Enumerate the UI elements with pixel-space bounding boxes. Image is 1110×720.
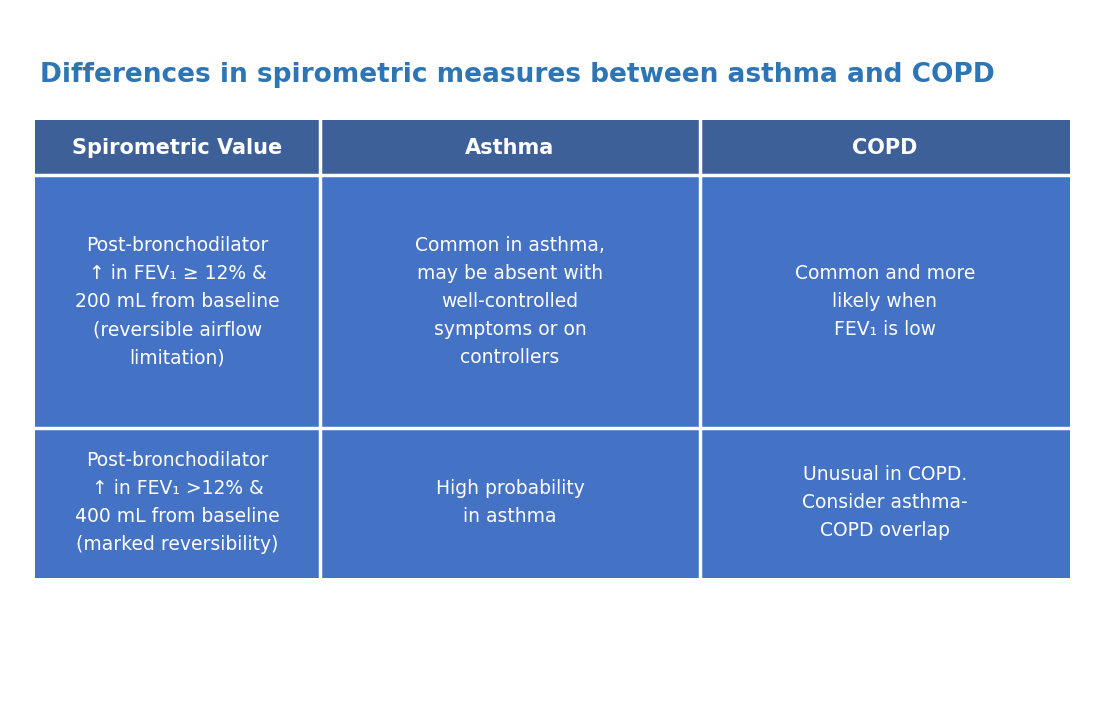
FancyBboxPatch shape (36, 120, 1070, 578)
Text: Post-bronchodilator
↑ in FEV₁ >12% &
400 mL from baseline
(marked reversibility): Post-bronchodilator ↑ in FEV₁ >12% & 400… (75, 451, 280, 554)
Text: High probability
in asthma: High probability in asthma (435, 480, 585, 526)
Text: Differences in spirometric measures between asthma and COPD: Differences in spirometric measures betw… (40, 62, 995, 88)
Text: COPD: COPD (852, 138, 918, 158)
FancyBboxPatch shape (36, 120, 1070, 175)
Text: Common in asthma,
may be absent with
well-controlled
symptoms or on
controllers: Common in asthma, may be absent with wel… (415, 236, 605, 367)
Text: Post-bronchodilator
↑ in FEV₁ ≥ 12% &
200 mL from baseline
(reversible airflow
l: Post-bronchodilator ↑ in FEV₁ ≥ 12% & 20… (75, 236, 280, 367)
Text: Common and more
likely when
FEV₁ is low: Common and more likely when FEV₁ is low (795, 264, 976, 339)
Text: Unusual in COPD.
Consider asthma-
COPD overlap: Unusual in COPD. Consider asthma- COPD o… (803, 466, 968, 541)
Text: Spirometric Value: Spirometric Value (72, 138, 283, 158)
Text: Asthma: Asthma (465, 138, 555, 158)
